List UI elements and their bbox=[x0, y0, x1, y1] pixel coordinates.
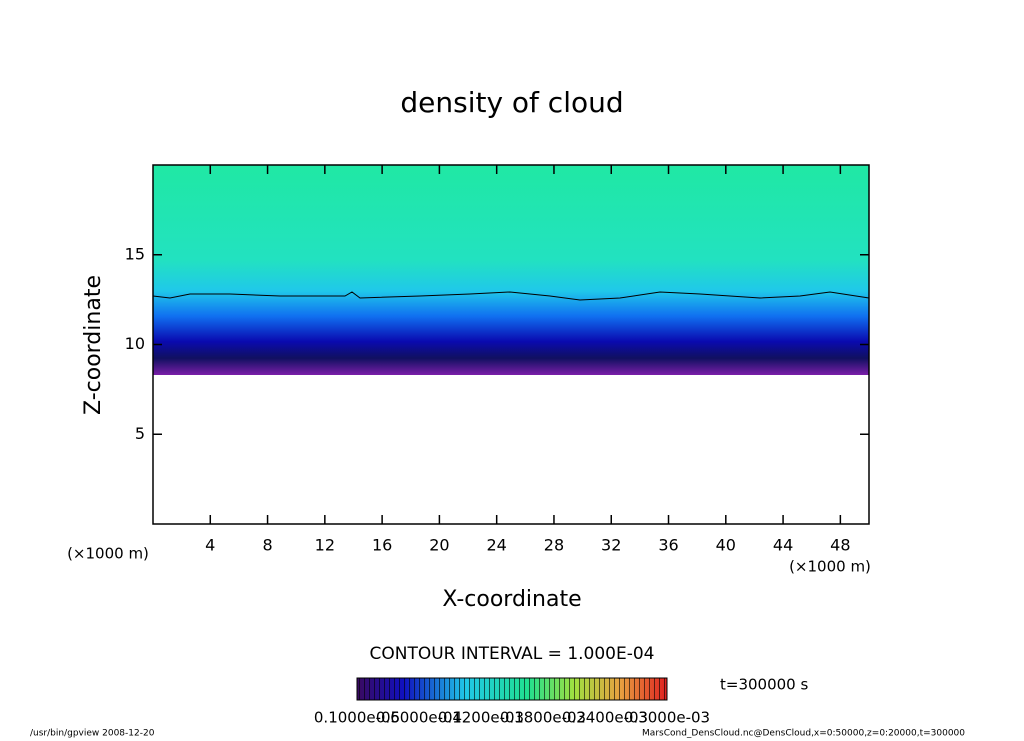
x-unit-left: (×1000 m) bbox=[67, 545, 149, 563]
y-tick-label: 15 bbox=[125, 244, 145, 263]
x-tick-label: 44 bbox=[773, 536, 793, 555]
x-tick-label: 40 bbox=[716, 536, 736, 555]
colorbar-label: 0.1800e-03 bbox=[500, 709, 586, 727]
colorbar-label: 0.1200e-03 bbox=[438, 709, 524, 727]
x-tick-label: 4 bbox=[205, 536, 215, 555]
x-tick-label: 28 bbox=[544, 536, 564, 555]
colorbar-label: 0.1000e-05 bbox=[314, 709, 400, 727]
x-tick-label: 36 bbox=[658, 536, 678, 555]
chart-title: density of cloud bbox=[400, 86, 623, 119]
x-tick-label: 32 bbox=[601, 536, 621, 555]
x-unit-right: (×1000 m) bbox=[789, 558, 871, 576]
y-tick-label: 10 bbox=[125, 334, 145, 353]
x-tick-label: 48 bbox=[830, 536, 850, 555]
x-tick-label: 16 bbox=[372, 536, 392, 555]
footer-left: /usr/bin/gpview 2008-12-20 bbox=[30, 729, 155, 739]
time-label: t=300000 s bbox=[720, 676, 808, 694]
x-tick-label: 8 bbox=[262, 536, 272, 555]
x-tick-label: 12 bbox=[315, 536, 335, 555]
x-tick-label: 24 bbox=[487, 536, 507, 555]
contour-line bbox=[152, 291, 870, 301]
cloud-field bbox=[153, 165, 869, 375]
x-axis-label: X-coordinate bbox=[442, 587, 581, 612]
y-tick-label: 5 bbox=[135, 424, 145, 443]
colorbar-label: 0.6000e-04 bbox=[376, 709, 462, 727]
footer-right: MarsCond_DensCloud.nc@DensCloud,x=0:5000… bbox=[642, 729, 965, 739]
x-tick-label: 20 bbox=[429, 536, 449, 555]
colorbar-label: 0.2400e-03 bbox=[562, 709, 648, 727]
y-axis-label: Z-coordinate bbox=[81, 275, 106, 415]
contour-interval: CONTOUR INTERVAL = 1.000E-04 bbox=[370, 644, 655, 664]
colorbar-label: 0.3000e-03 bbox=[624, 709, 710, 727]
colorbar-stripes bbox=[357, 678, 667, 700]
